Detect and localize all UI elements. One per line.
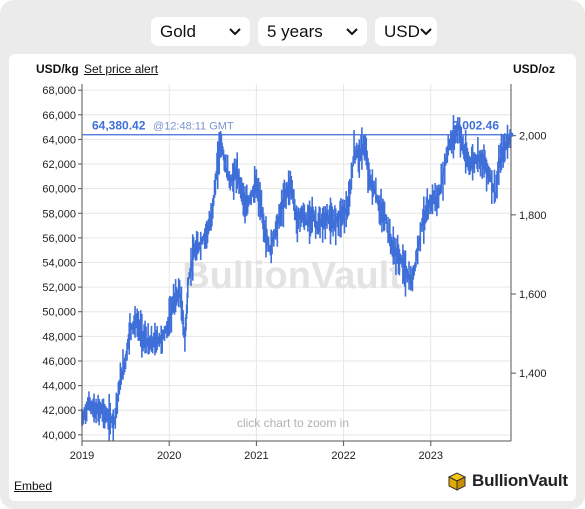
chevron-down-icon: [228, 25, 242, 39]
y-tick-label-left: 44,000: [42, 381, 76, 393]
y-tick-label-left: 58,000: [42, 208, 76, 220]
y-tick-label-left: 54,000: [42, 258, 76, 270]
chevron-down-icon: [420, 25, 432, 39]
y-tick-label-left: 52,000: [42, 282, 76, 294]
x-tick-label: 2022: [331, 450, 355, 462]
y-tick-label-left: 64,000: [42, 134, 76, 146]
gold-bar-icon: [447, 472, 467, 491]
x-tick-label: 2020: [157, 450, 181, 462]
current-price-oz: 2,002.46: [452, 119, 499, 133]
current-price-kg: 64,380.42: [92, 119, 146, 133]
brand-logo: BullionVault: [446, 470, 568, 492]
y-tick-label-left: 60,000: [42, 184, 76, 196]
metal-select-label: Gold: [160, 21, 196, 41]
x-tick-label: 2021: [244, 450, 268, 462]
currency-select-label: USD: [384, 21, 420, 41]
zoom-hint: click chart to zoom in: [237, 416, 349, 430]
set-price-alert-link[interactable]: Set price alert: [84, 62, 159, 76]
price-chart[interactable]: BullionVault click chart to zoom in 40,0…: [0, 0, 585, 470]
brand-name: BullionVault: [472, 471, 568, 490]
left-axis-unit: USD/kg: [36, 62, 79, 76]
y-tick-label-right: 2,000: [519, 131, 547, 143]
watermark: BullionVault: [182, 255, 402, 297]
period-select-label: 5 years: [267, 21, 323, 41]
period-select[interactable]: 5 years: [258, 17, 367, 46]
chevron-down-icon: [345, 25, 359, 39]
embed-link[interactable]: Embed: [14, 479, 53, 493]
y-tick-label-right: 1,600: [519, 289, 547, 301]
y-tick-label-left: 68,000: [42, 85, 76, 97]
y-tick-label-left: 56,000: [42, 233, 76, 245]
x-tick-label: 2023: [419, 450, 443, 462]
current-price-marker: [508, 132, 514, 138]
chart-controls: Gold 5 years USD: [0, 17, 585, 47]
y-tick-label-left: 42,000: [42, 405, 76, 417]
y-tick-label-right: 1,800: [519, 210, 547, 222]
x-tick-label: 2019: [70, 450, 94, 462]
y-tick-label-left: 40,000: [42, 430, 76, 442]
current-price-time: @12:48:11 GMT: [153, 121, 234, 133]
right-axis-unit: USD/oz: [513, 62, 555, 76]
metal-select[interactable]: Gold: [151, 17, 250, 46]
currency-select[interactable]: USD: [375, 17, 437, 46]
y-tick-label-left: 46,000: [42, 356, 76, 368]
y-tick-label-left: 48,000: [42, 331, 76, 343]
y-tick-label-left: 66,000: [42, 110, 76, 122]
y-tick-label-left: 50,000: [42, 307, 76, 319]
y-tick-label-left: 62,000: [42, 159, 76, 171]
y-tick-label-right: 1,400: [519, 368, 547, 380]
